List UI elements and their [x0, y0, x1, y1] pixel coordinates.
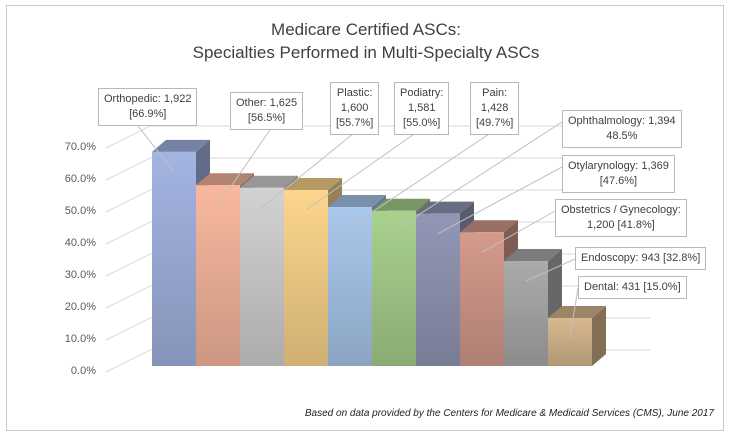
data-label-line: Podiatry:: [400, 87, 444, 99]
chart-title-line1: Medicare Certified ASCs:: [271, 20, 461, 39]
source-note: Based on data provided by the Centers fo…: [304, 408, 714, 419]
bar-obstetrics-gynecology: [460, 232, 504, 366]
gridline: [105, 189, 650, 213]
data-label-line: 48.5%: [606, 130, 638, 142]
bar-top: [284, 178, 342, 190]
bar-plastic: [240, 187, 284, 366]
data-label: Other: 1,625 [56.5%]: [230, 92, 304, 130]
bar-orthopedic: [152, 151, 196, 366]
y-tick-label: 40.0%: [64, 237, 96, 249]
data-label: Ophthalmology: 1,394 48.5%: [562, 110, 682, 148]
leader-line: [217, 129, 271, 206]
data-label: Pain: 1,428 [49.7%]: [470, 82, 520, 135]
data-label-line: Dental: 431 [15.0%]: [584, 281, 681, 293]
leader-line: [437, 166, 563, 235]
data-label-line: 1,428: [480, 102, 509, 114]
bar-other: [196, 185, 240, 366]
y-tick-label: 50.0%: [64, 205, 96, 217]
y-tick-label: 10.0%: [64, 333, 96, 345]
data-label: Endoscopy: 943 [32.8%]: [575, 247, 707, 270]
data-label: Orthopedic: 1,922 [66.9%]: [98, 88, 198, 126]
gridline: [105, 157, 650, 181]
bar-ophthalmology: [372, 210, 416, 366]
bar-top: [548, 306, 606, 318]
data-label-line: Other: 1,625: [236, 97, 298, 109]
leader-line: [569, 287, 579, 339]
data-label: Dental: 431 [15.0%]: [578, 276, 687, 299]
data-label-line: [55.0%]: [403, 117, 441, 129]
data-label: Obstetrics / Gynecology: 1,200 [41.8%]: [555, 199, 687, 237]
bar-dental: [548, 318, 592, 366]
data-label-line: [49.7%]: [476, 117, 514, 129]
y-tick-label: 20.0%: [64, 301, 96, 313]
bar-top: [328, 194, 386, 207]
leader-line: [393, 121, 563, 232]
data-label-line: [56.5%]: [247, 112, 286, 124]
bar-top: [460, 220, 518, 233]
leader-line: [481, 210, 556, 253]
bar-top: [196, 173, 254, 186]
data-label-line: [66.9%]: [129, 108, 167, 120]
bar-endoscopy: [504, 261, 548, 366]
leader-line: [525, 258, 576, 282]
chart-title-line2: Specialties Performed in Multi-Specialty…: [192, 43, 540, 62]
bar-top: [372, 198, 430, 211]
data-label-line: [55.7%]: [336, 117, 374, 129]
bar-side: [592, 306, 606, 366]
bar-podiatry: [284, 190, 328, 366]
bar-pain: [328, 206, 372, 366]
bar-top: [152, 139, 210, 152]
leader-line: [305, 119, 435, 211]
leader-line: [137, 125, 175, 173]
data-label-line: Ophthalmology: 1,394: [568, 115, 676, 127]
leader-line: [349, 119, 511, 228]
data-label-line: 1,200 [41.8%]: [586, 219, 655, 231]
data-label-line: Obstetrics / Gynecology:: [561, 204, 681, 216]
data-label: Podiatry: 1,581 [55.0%]: [394, 82, 450, 135]
y-tick-label: 0.0%: [70, 365, 96, 377]
bar-top: [416, 201, 474, 214]
y-tick-label: 70.0%: [64, 141, 96, 153]
data-label: Otylarynology: 1,369 [47.6%]: [562, 155, 675, 193]
data-label-line: Orthopedic: 1,922: [104, 93, 192, 105]
bar-top: [504, 249, 562, 262]
data-label-line: Otylarynology: 1,369: [568, 160, 669, 172]
data-label-line: 1,581: [407, 102, 436, 114]
bar-otylarynology: [416, 213, 460, 366]
data-label-line: 1,600: [340, 102, 369, 114]
data-label-line: Plastic:: [336, 87, 373, 99]
data-label-line: [47.6%]: [599, 175, 638, 187]
y-tick-label: 30.0%: [64, 269, 96, 281]
bar-top: [240, 175, 298, 188]
y-tick-label: 60.0%: [64, 173, 96, 185]
data-label-line: Endoscopy: 943 [32.8%]: [581, 252, 701, 264]
data-label: Plastic: 1,600 [55.7%]: [330, 82, 380, 135]
data-label-line: Pain:: [482, 87, 508, 99]
